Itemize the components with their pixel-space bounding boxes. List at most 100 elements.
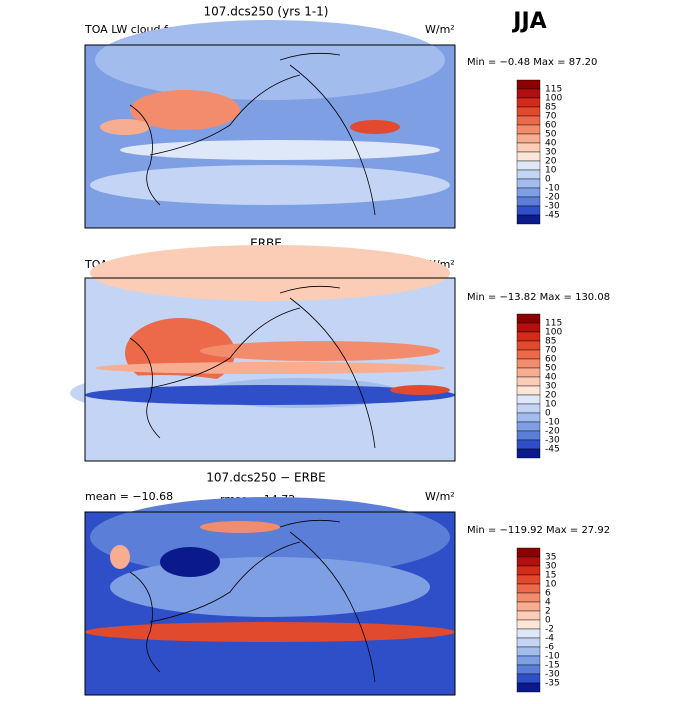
colorbar-swatch — [516, 196, 541, 207]
colorbar-label: 0 — [545, 409, 551, 419]
colorbar-swatch — [516, 421, 541, 432]
colorbar-swatch — [516, 592, 541, 603]
colorbar-label: 20 — [545, 157, 557, 167]
colorbar-label: 70 — [545, 346, 557, 356]
colorbar-swatch — [516, 601, 541, 612]
colorbar-swatch — [516, 565, 541, 576]
colorbar-label: -10 — [545, 418, 560, 428]
colorbar-swatch — [516, 439, 541, 450]
coastline — [129, 519, 376, 683]
colorbar-swatch — [516, 547, 541, 558]
colorbar-label: 30 — [545, 148, 557, 158]
colorbar-label: -20 — [545, 193, 560, 203]
season-title: JJA — [511, 9, 546, 34]
colorbar-swatch — [516, 349, 541, 360]
colorbar-swatch — [516, 367, 541, 378]
colorbar-swatch — [516, 313, 541, 324]
colorbar-label: 30 — [545, 382, 557, 392]
colorbar-swatch — [516, 124, 541, 135]
colorbar-label: 4 — [545, 598, 551, 608]
map-frame — [84, 511, 456, 696]
colorbar-swatch — [516, 682, 541, 693]
map-field — [200, 521, 280, 533]
colorbar-label: -30 — [545, 202, 560, 212]
colorbar-label: 85 — [545, 337, 556, 347]
left-label: mean = −10.68 — [85, 490, 173, 503]
map-field — [160, 547, 220, 577]
colorbar-label: 10 — [545, 166, 557, 176]
colorbar-label: -15 — [545, 661, 560, 671]
colorbar-swatch — [516, 160, 541, 171]
colorbar-swatch — [516, 619, 541, 630]
map-field — [130, 90, 240, 130]
colorbar-swatch — [516, 88, 541, 99]
colorbar-swatch — [516, 205, 541, 216]
colorbar-swatch — [516, 574, 541, 585]
colorbar-swatch — [516, 673, 541, 684]
colorbar-label: 30 — [545, 562, 557, 572]
colorbar-swatch — [516, 637, 541, 648]
colorbar-label: 50 — [545, 130, 557, 140]
colorbar-label: -4 — [545, 634, 554, 644]
map-field — [90, 165, 450, 205]
colorbar-swatch — [516, 133, 541, 144]
colorbar-swatch — [516, 646, 541, 657]
map-field — [110, 545, 130, 569]
map-field — [90, 245, 450, 301]
colorbar-label: -30 — [545, 670, 560, 680]
colorbar-label: 20 — [545, 391, 557, 401]
map-field — [200, 341, 440, 361]
colorbar-swatch — [516, 187, 541, 198]
colorbar-swatch — [516, 394, 541, 405]
colorbar-label: -30 — [545, 436, 560, 446]
map-field — [85, 385, 455, 405]
colorbar-swatch — [516, 358, 541, 369]
min-max: Min = −13.82 Max = 130.08 — [467, 292, 610, 303]
colorbar-label: 115 — [545, 319, 562, 329]
colorbar-swatch — [516, 448, 541, 459]
colorbar-label: 0 — [545, 616, 551, 626]
colorbar-swatch — [516, 214, 541, 225]
colorbar-swatch — [516, 340, 541, 351]
colorbar-swatch — [516, 97, 541, 108]
colorbar-swatch — [516, 106, 541, 117]
colorbar-label: 115 — [545, 85, 562, 95]
colorbar-swatch — [516, 331, 541, 342]
colorbar-label: -45 — [545, 211, 560, 221]
colorbar-swatch — [516, 664, 541, 675]
colorbar-swatch — [516, 142, 541, 153]
colorbar-label: 60 — [545, 355, 557, 365]
colorbar-swatch — [516, 610, 541, 621]
colorbar-label: 15 — [545, 571, 556, 581]
colorbar-label: 40 — [545, 373, 557, 383]
colorbar-swatch — [516, 79, 541, 90]
colorbar-swatch — [516, 322, 541, 333]
colorbar-label: 100 — [545, 94, 562, 104]
map-field — [110, 557, 430, 617]
colorbar-label: 85 — [545, 103, 556, 113]
units-label: W/m² — [425, 490, 455, 503]
colorbar-swatch — [516, 178, 541, 189]
colorbar-swatch — [516, 556, 541, 567]
colorbar-swatch — [516, 169, 541, 180]
min-max: Min = −119.92 Max = 27.92 — [467, 525, 610, 536]
colorbar-label: -45 — [545, 445, 560, 455]
colorbar-swatch — [516, 628, 541, 639]
panel-title: 107.dcs250 − ERBE — [206, 471, 326, 485]
map-field — [120, 140, 440, 160]
colorbar-swatch — [516, 655, 541, 666]
colorbar-label: -20 — [545, 427, 560, 437]
coastline — [129, 285, 376, 449]
colorbar-swatch — [516, 583, 541, 594]
colorbar-label: 40 — [545, 139, 557, 149]
colorbar-label: 2 — [545, 607, 551, 617]
panel-title: 107.dcs250 (yrs 1-1) — [204, 5, 329, 19]
colorbar-label: 0 — [545, 175, 551, 185]
colorbar-label: 10 — [545, 580, 557, 590]
map-field — [95, 20, 445, 100]
map-frame — [84, 44, 456, 229]
map-field — [100, 119, 150, 135]
colorbar-label: -10 — [545, 652, 560, 662]
colorbar-label: -2 — [545, 625, 554, 635]
